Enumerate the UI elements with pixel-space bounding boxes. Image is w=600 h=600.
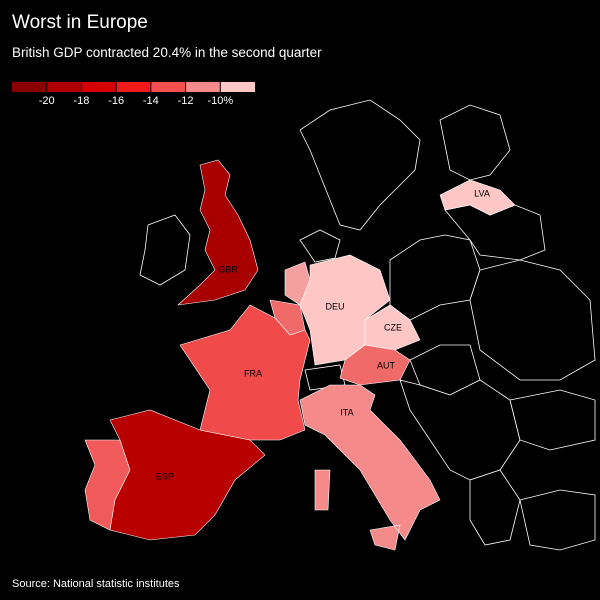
region <box>439 179 516 216</box>
region <box>299 384 441 551</box>
regions <box>109 159 516 551</box>
legend-tick-label: -10% <box>207 95 233 107</box>
legend-swatch <box>116 82 151 92</box>
legend-swatch <box>81 82 117 92</box>
legend: -20 -18 -16 -14 -12 -10% <box>12 82 255 107</box>
region-label: CZE <box>384 322 402 332</box>
legend-swatch <box>220 82 255 92</box>
region <box>179 304 311 441</box>
region <box>177 159 259 306</box>
source: Source: National statistic institutes <box>12 578 180 590</box>
legend-tick-label: -12 <box>178 95 194 107</box>
region-label: ESP <box>156 471 174 481</box>
title: Worst in Europe <box>12 12 148 33</box>
region-label: LVA <box>474 188 490 198</box>
legend-tick-label: -16 <box>108 95 124 107</box>
other-land <box>139 99 596 551</box>
legend-swatch <box>12 82 47 92</box>
region-label: GBR <box>218 264 238 274</box>
region <box>339 344 411 386</box>
legend-swatch <box>46 82 82 92</box>
legend-swatch <box>150 82 186 92</box>
legend-tick-label: -18 <box>73 95 89 107</box>
legend-tick-label: -20 <box>39 95 55 107</box>
region-label: FRA <box>244 368 262 378</box>
subtitle: British GDP contracted 20.4% in the seco… <box>12 45 322 60</box>
legend-swatch <box>185 82 221 92</box>
legend-tick-label: -14 <box>143 95 159 107</box>
region-label: DEU <box>325 301 344 311</box>
region-label: AUT <box>377 360 396 370</box>
region-label: ITA <box>340 407 353 417</box>
